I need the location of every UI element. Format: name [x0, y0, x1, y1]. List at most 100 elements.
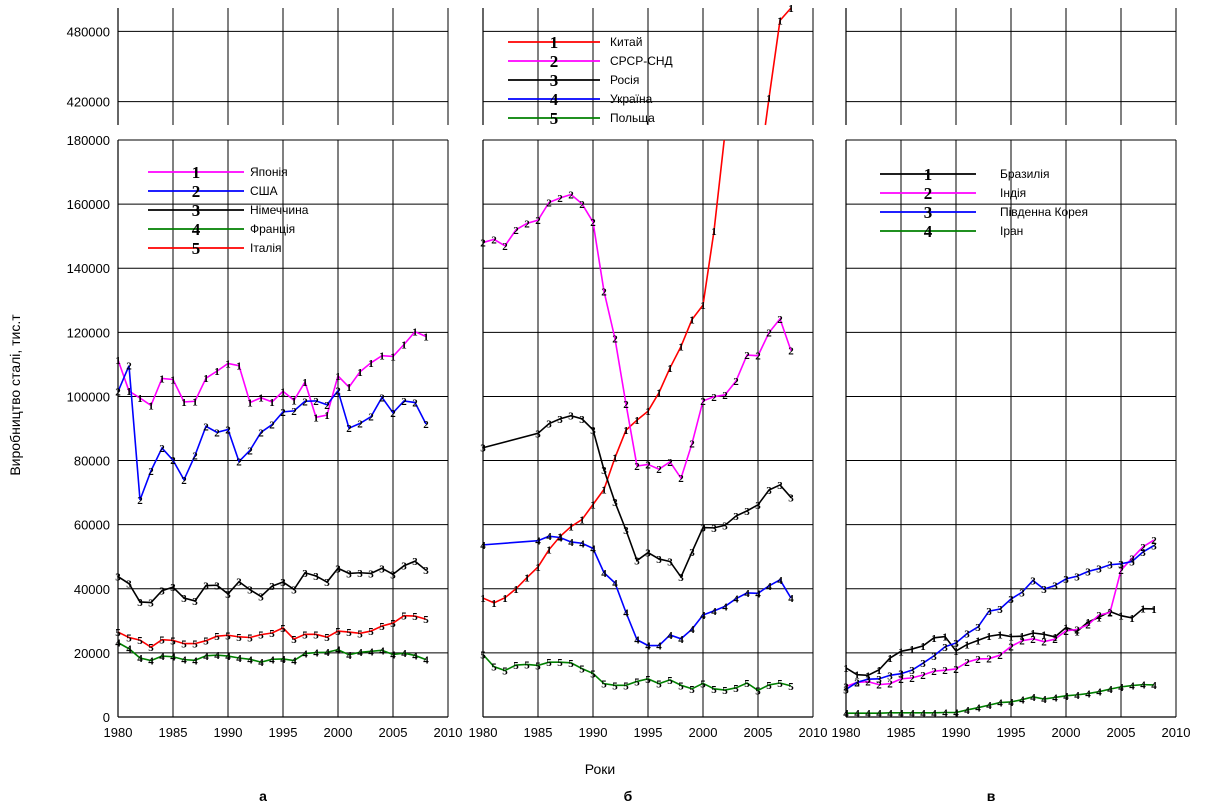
- data-point-marker: 1: [854, 670, 860, 682]
- data-point-marker: 4: [568, 537, 574, 549]
- data-point-marker: 3: [876, 674, 882, 686]
- data-point-marker: 5: [788, 681, 794, 693]
- data-point-marker: 3: [214, 580, 220, 592]
- data-point-marker: 3: [953, 638, 959, 650]
- legend-marker: 1: [192, 163, 201, 182]
- data-point-marker: 5: [225, 630, 231, 642]
- data-point-marker: 2: [368, 412, 374, 424]
- x-tick-label: 1995: [634, 725, 663, 740]
- data-point-marker: 5: [269, 628, 275, 640]
- y-tick-label: 20000: [74, 646, 110, 661]
- data-point-marker: 5: [291, 634, 297, 646]
- x-tick-label: 2005: [1107, 725, 1136, 740]
- data-point-marker: 2: [634, 461, 640, 473]
- data-point-marker: 1: [1052, 632, 1058, 644]
- data-point-marker: 1: [590, 499, 596, 511]
- data-point-marker: 3: [590, 425, 596, 437]
- data-point-marker: 3: [1074, 571, 1080, 583]
- data-point-marker: 1: [203, 373, 209, 385]
- data-point-marker: 4: [931, 708, 937, 720]
- legend-label: Польща: [610, 111, 655, 125]
- data-point-marker: 5: [667, 675, 673, 687]
- data-point-marker: 4: [423, 655, 429, 667]
- legend-label: Південна Корея: [1000, 205, 1088, 219]
- y-tick-label-upper: 420000: [67, 95, 110, 110]
- data-point-marker: 3: [192, 596, 198, 608]
- data-point-marker: 3: [689, 547, 695, 559]
- data-point-marker: 4: [920, 708, 926, 720]
- data-point-marker: 4: [401, 648, 407, 660]
- data-point-marker: 2: [755, 351, 761, 363]
- axis-layer: 1980 1985 1990 1995 2000 2005 2010 а 1980 1985 199…: [67, 8, 1190, 804]
- data-point-marker: 4: [975, 703, 981, 715]
- data-point-marker: 4: [986, 700, 992, 712]
- series-line: [845, 607, 1155, 677]
- data-point-marker: 3: [777, 480, 783, 492]
- data-point-marker: 4: [656, 641, 662, 653]
- data-point-marker: 3: [1030, 575, 1036, 587]
- data-point-marker: 1: [291, 395, 297, 407]
- data-point-marker: 1: [579, 515, 585, 527]
- data-point-marker: 4: [126, 644, 132, 656]
- legend-label: Франція: [250, 222, 295, 236]
- data-point-marker: 5: [700, 678, 706, 690]
- data-point-marker: 1: [942, 632, 948, 644]
- data-point-marker: 1: [975, 635, 981, 647]
- data-point-marker: 3: [975, 622, 981, 634]
- data-point-marker: 4: [964, 705, 970, 717]
- data-point-marker: 2: [346, 423, 352, 435]
- data-point-marker: 3: [1118, 559, 1124, 571]
- data-point-marker: 2: [214, 427, 220, 439]
- data-point-marker: 4: [291, 656, 297, 668]
- data-point-marker: 4: [192, 655, 198, 667]
- data-point-marker: 1: [931, 633, 937, 645]
- data-point-marker: 2: [590, 217, 596, 229]
- data-point-marker: 2: [942, 665, 948, 677]
- series-line: [117, 641, 427, 664]
- y-tick-label: 180000: [67, 133, 110, 148]
- data-point-marker: 1: [346, 382, 352, 394]
- data-point-marker: 1: [192, 396, 198, 408]
- data-point-marker: 3: [788, 492, 794, 504]
- data-point-marker: 4: [159, 651, 165, 663]
- data-point-marker: 2: [689, 439, 695, 451]
- data-point-marker: 3: [423, 565, 429, 577]
- data-point-marker: 3: [1151, 541, 1157, 553]
- legend-marker: 3: [192, 201, 201, 220]
- data-point-marker: 3: [225, 589, 231, 601]
- data-point-marker: 1: [887, 653, 893, 665]
- data-point-marker: 5: [755, 685, 761, 697]
- series-line: [482, 653, 792, 692]
- data-point-marker: 1: [214, 366, 220, 378]
- data-point-marker: 2: [898, 674, 904, 686]
- data-point-marker: 1: [1085, 617, 1091, 629]
- data-point-marker: 4: [1129, 681, 1135, 693]
- data-point-marker: 2: [1030, 634, 1036, 646]
- data-point-marker: 2: [656, 464, 662, 476]
- data-point-marker: 1: [423, 332, 429, 344]
- data-point-marker: 4: [1041, 694, 1047, 706]
- legend-label: Іран: [1000, 224, 1023, 238]
- data-point-marker: 3: [854, 677, 860, 689]
- data-point-marker: 3: [302, 568, 308, 580]
- data-point-marker: 4: [722, 601, 728, 613]
- y-tick-label: 0: [103, 710, 110, 725]
- data-point-marker: 5: [733, 683, 739, 695]
- data-point-marker: 4: [379, 645, 385, 657]
- data-point-marker: 2: [390, 408, 396, 420]
- data-point-marker: 1: [1041, 629, 1047, 641]
- data-point-marker: 3: [656, 554, 662, 566]
- data-point-marker: 2: [1063, 626, 1069, 638]
- legend-label: Україна: [610, 92, 653, 106]
- data-point-marker: 2: [1041, 637, 1047, 649]
- data-point-marker: 3: [335, 563, 341, 575]
- data-point-marker: 5: [645, 674, 651, 686]
- data-point-marker: 2: [722, 390, 728, 402]
- data-point-marker: 1: [546, 545, 552, 557]
- data-point-marker: 3: [390, 569, 396, 581]
- data-point-marker: 4: [689, 624, 695, 636]
- data-point-marker: 5: [601, 679, 607, 691]
- data-point-marker: 2: [920, 670, 926, 682]
- data-point-marker: 5: [579, 664, 585, 676]
